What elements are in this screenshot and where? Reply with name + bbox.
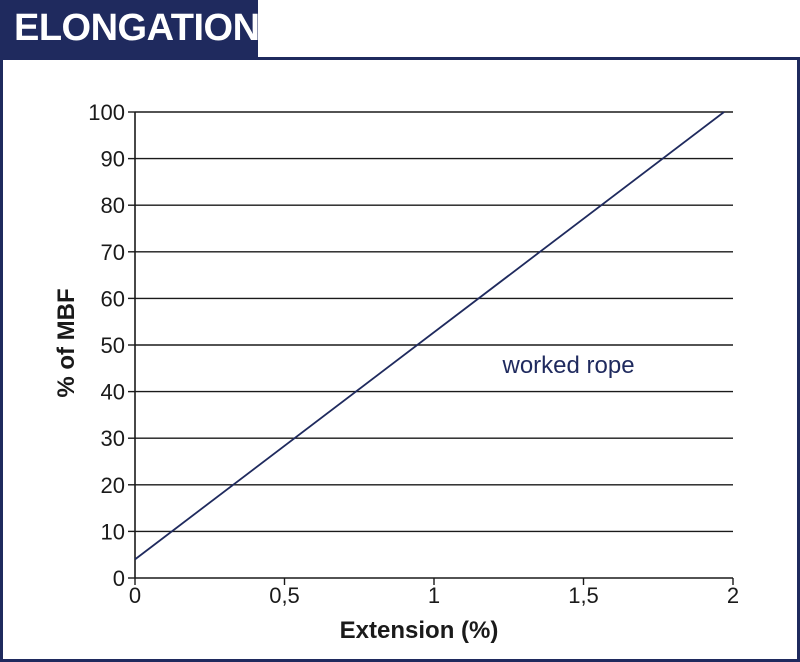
x-tick-labels: 0 0,5 1 1,5 2 bbox=[129, 583, 739, 608]
series-lines bbox=[134, 111, 725, 561]
y-tick-label-70: 70 bbox=[101, 240, 125, 265]
chart-frame bbox=[0, 57, 800, 662]
x-axis-title: Extension (%) bbox=[340, 617, 499, 644]
y-tick-label-30: 30 bbox=[101, 426, 125, 451]
y-tick-labels: 0 10 20 30 40 50 60 70 80 90 100 bbox=[88, 100, 125, 591]
x-tick-label-1: 0,5 bbox=[269, 583, 300, 608]
x-tick-label-4: 2 bbox=[727, 583, 739, 608]
y-tick-label-10: 10 bbox=[101, 519, 125, 544]
y-tick-label-20: 20 bbox=[101, 473, 125, 498]
y-tick-label-50: 50 bbox=[101, 333, 125, 358]
series-line-0 bbox=[134, 111, 725, 561]
x-tick-label-0: 0 bbox=[129, 583, 141, 608]
grid-lines bbox=[135, 111, 733, 533]
annotations: worked rope bbox=[502, 352, 635, 379]
y-tick-label-80: 80 bbox=[101, 193, 125, 218]
x-tick-label-3: 1,5 bbox=[568, 583, 599, 608]
x-tick-label-2: 1 bbox=[428, 583, 440, 608]
axes bbox=[128, 111, 734, 585]
y-tick-label-60: 60 bbox=[101, 286, 125, 311]
y-axis-title: % of MBF bbox=[53, 288, 80, 397]
y-tick-label-90: 90 bbox=[101, 147, 125, 172]
y-tick-label-100: 100 bbox=[88, 100, 125, 125]
header-title: ELONGATION: bbox=[14, 7, 272, 49]
y-tick-label-0: 0 bbox=[113, 566, 125, 591]
y-tick-label-40: 40 bbox=[101, 380, 125, 405]
annotation-label-0: worked rope bbox=[502, 352, 635, 379]
header-title-tab: ELONGATION: bbox=[0, 0, 272, 57]
